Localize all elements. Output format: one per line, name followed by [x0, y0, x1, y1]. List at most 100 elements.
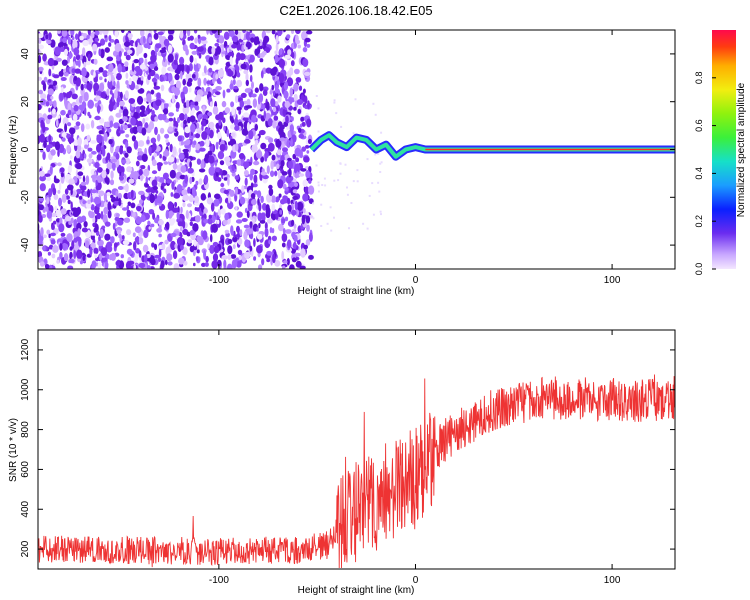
noise-speckle — [187, 203, 192, 208]
noise-speckle — [83, 91, 89, 102]
noise-speckle — [380, 131, 383, 134]
snr-series-line — [38, 374, 675, 569]
noise-speckle — [75, 150, 81, 159]
noise-speckle — [317, 107, 320, 110]
noise-speckle — [168, 156, 175, 163]
noise-speckle — [81, 67, 87, 77]
noise-speckle — [99, 228, 104, 239]
noise-speckle — [50, 232, 56, 237]
noise-speckle — [301, 146, 307, 152]
noise-speckle — [224, 212, 229, 221]
noise-speckle — [251, 114, 257, 123]
noise-speckle — [243, 161, 250, 169]
noise-speckle — [245, 73, 249, 81]
noise-speckle — [207, 218, 213, 225]
noise-speckle — [274, 84, 279, 94]
noise-speckle — [278, 126, 284, 136]
noise-speckle — [234, 175, 240, 181]
noise-speckle — [224, 229, 230, 234]
noise-speckle — [52, 187, 57, 196]
noise-speckle — [178, 257, 185, 265]
noise-speckle — [306, 150, 310, 154]
noise-speckle — [271, 154, 276, 161]
noise-speckle — [57, 162, 62, 167]
noise-speckle — [129, 69, 137, 76]
y-tick-label: -20 — [20, 190, 31, 205]
noise-speckle — [121, 235, 125, 240]
noise-speckle — [38, 104, 42, 111]
noise-speckle — [269, 227, 273, 234]
noise-speckle — [46, 210, 53, 219]
noise-speckle — [43, 140, 47, 148]
noise-speckle — [60, 208, 67, 215]
noise-speckle — [227, 263, 233, 269]
noise-speckle — [235, 219, 243, 224]
noise-speckle — [228, 194, 231, 204]
noise-speckle — [330, 229, 333, 232]
noise-speckle — [303, 156, 310, 163]
noise-speckle — [124, 90, 129, 99]
noise-speckle — [209, 244, 215, 254]
noise-speckle — [236, 225, 240, 233]
noise-speckle — [168, 210, 175, 217]
noise-speckle — [51, 108, 56, 115]
noise-speckle — [348, 227, 350, 230]
noise-speckle — [205, 255, 209, 263]
noise-speckle — [38, 76, 42, 81]
noise-speckle — [148, 36, 152, 44]
noise-speckle — [337, 179, 340, 182]
noise-speckle — [73, 47, 80, 56]
noise-speckle — [144, 122, 149, 129]
noise-speckle — [61, 30, 68, 37]
noise-speckle — [270, 170, 275, 177]
noise-speckle — [105, 167, 110, 175]
noise-speckle — [276, 149, 282, 156]
noise-speckle — [333, 216, 335, 219]
noise-speckle — [80, 185, 87, 191]
noise-speckle — [147, 44, 151, 50]
noise-speckle — [39, 133, 46, 143]
noise-speckle — [188, 87, 192, 93]
noise-speckle — [170, 192, 174, 197]
noise-speckle — [290, 219, 295, 227]
noise-speckle — [40, 227, 44, 237]
noise-speckle — [295, 157, 300, 163]
noise-speckle — [160, 260, 165, 269]
noise-speckle — [150, 89, 155, 95]
noise-speckle — [291, 209, 297, 216]
noise-speckle — [282, 265, 286, 269]
noise-speckle — [157, 31, 164, 36]
noise-speckle — [75, 162, 83, 170]
noise-speckle — [151, 170, 158, 175]
noise-speckle — [255, 149, 263, 159]
noise-speckle — [333, 99, 336, 102]
noise-speckle — [43, 76, 48, 83]
noise-speckle — [232, 236, 238, 243]
noise-speckle — [285, 229, 292, 234]
noise-speckle — [207, 150, 213, 156]
noise-speckle — [181, 189, 188, 196]
noise-speckle — [143, 52, 148, 59]
noise-speckle — [165, 209, 169, 220]
noise-speckle — [189, 115, 196, 123]
noise-speckle — [113, 80, 116, 87]
noise-speckle — [270, 68, 277, 76]
noise-speckle — [163, 150, 170, 157]
noise-speckle — [213, 199, 220, 207]
noise-speckle — [54, 205, 58, 212]
noise-speckle — [167, 53, 174, 63]
noise-speckle — [239, 100, 245, 108]
noise-speckle — [133, 140, 139, 150]
noise-speckle — [132, 171, 139, 180]
noise-speckle — [362, 222, 365, 225]
noise-speckle — [179, 113, 185, 121]
noise-speckle — [138, 262, 146, 269]
noise-speckle — [253, 36, 259, 46]
noise-speckle — [226, 47, 230, 54]
noise-speckle — [135, 216, 142, 225]
noise-speckle — [179, 30, 184, 39]
noise-speckle — [241, 128, 249, 136]
noise-speckle — [234, 95, 239, 103]
noise-speckle — [98, 236, 101, 241]
noise-speckle — [139, 199, 143, 204]
